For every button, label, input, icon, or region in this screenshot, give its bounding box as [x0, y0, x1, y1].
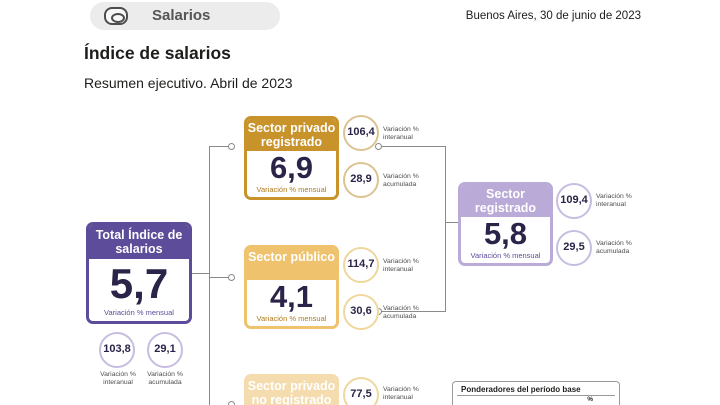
total-index-value: 5,7 — [109, 260, 169, 307]
public-interanual-circle: 114,7 — [343, 247, 379, 283]
registered-sector-value: 5,8 — [483, 216, 528, 251]
connector-line — [209, 146, 230, 148]
registered-acumulada-circle: 29,5 — [556, 230, 592, 266]
registered-sector-card: Sector registrado 5,8 Variación % mensua… — [458, 182, 553, 266]
unregistered-interanual-label: Variación % interanual — [383, 386, 419, 401]
connector-line — [209, 146, 211, 405]
section-pill: Salarios — [90, 2, 280, 30]
public-sector-card: Sector público 4,1 Variación % mensual — [244, 245, 339, 329]
total-index-caption: Variación % mensual — [104, 308, 174, 317]
private-registered-caption: Variación % mensual — [256, 185, 327, 194]
connector-line — [445, 146, 447, 312]
public-interanual-label: Variación % interanual — [383, 258, 419, 273]
public-sector-caption: Variación % mensual — [256, 314, 327, 323]
weights-unit: % — [587, 396, 593, 403]
registered-sector-caption: Variación % mensual — [470, 251, 541, 260]
total-interanual-label: Variación % interanual — [100, 371, 136, 386]
money-icon — [104, 7, 128, 25]
total-index-title: Total Índice de salarios — [89, 225, 189, 259]
public-sector-value: 4,1 — [269, 279, 314, 314]
section-label: Salarios — [152, 7, 211, 24]
total-acumulada-label: Variación % acumulada — [147, 371, 183, 386]
registered-interanual-label: Variación % interanual — [596, 193, 632, 208]
connector-dot — [228, 143, 235, 150]
total-interanual-circle: 103,8 — [99, 332, 135, 368]
private-registered-value: 6,9 — [269, 150, 314, 185]
private-interanual-circle: 106,4 — [343, 115, 379, 151]
total-acumulada-circle: 29,1 — [147, 332, 183, 368]
private-registered-title: Sector privado registrado — [247, 119, 336, 151]
private-acumulada-circle: 28,9 — [343, 162, 379, 198]
unregistered-interanual-circle: 77,5 — [343, 377, 379, 405]
private-acumulada-label: Variación % acumulada — [383, 173, 419, 188]
weights-title: Ponderadores del período base — [461, 385, 581, 394]
page-title: Índice de salarios — [84, 43, 231, 63]
private-unregistered-card: Sector privado no registrado — [244, 374, 339, 405]
connector-line — [379, 146, 445, 148]
connector-dot — [375, 143, 382, 150]
connector-line — [379, 311, 445, 313]
private-registered-card: Sector privado registrado 6,9 Variación … — [244, 116, 339, 200]
public-acumulada-label: Variación % acumulada — [383, 305, 419, 320]
connector-line — [209, 277, 230, 279]
registered-acumulada-label: Variación % acumulada — [596, 240, 632, 255]
weights-divider — [457, 395, 615, 396]
public-acumulada-circle: 30,6 — [343, 294, 379, 330]
private-interanual-label: Variación % interanual — [383, 126, 419, 141]
registered-interanual-circle: 109,4 — [556, 183, 592, 219]
total-index-card: Total Índice de salarios 5,7 Variación %… — [86, 222, 192, 324]
report-date: Buenos Aires, 30 de junio de 2023 — [465, 10, 641, 22]
private-unregistered-title: Sector privado no registrado — [247, 377, 336, 405]
connector-line — [192, 273, 209, 275]
connector-dot — [228, 274, 235, 281]
connector-line — [445, 222, 458, 224]
connector-dot — [228, 401, 235, 405]
registered-sector-title: Sector registrado — [461, 185, 550, 217]
weights-table: Ponderadores del período base % — [452, 381, 620, 405]
public-sector-title: Sector público — [247, 248, 336, 280]
page-subtitle: Resumen ejecutivo. Abril de 2023 — [84, 75, 293, 91]
